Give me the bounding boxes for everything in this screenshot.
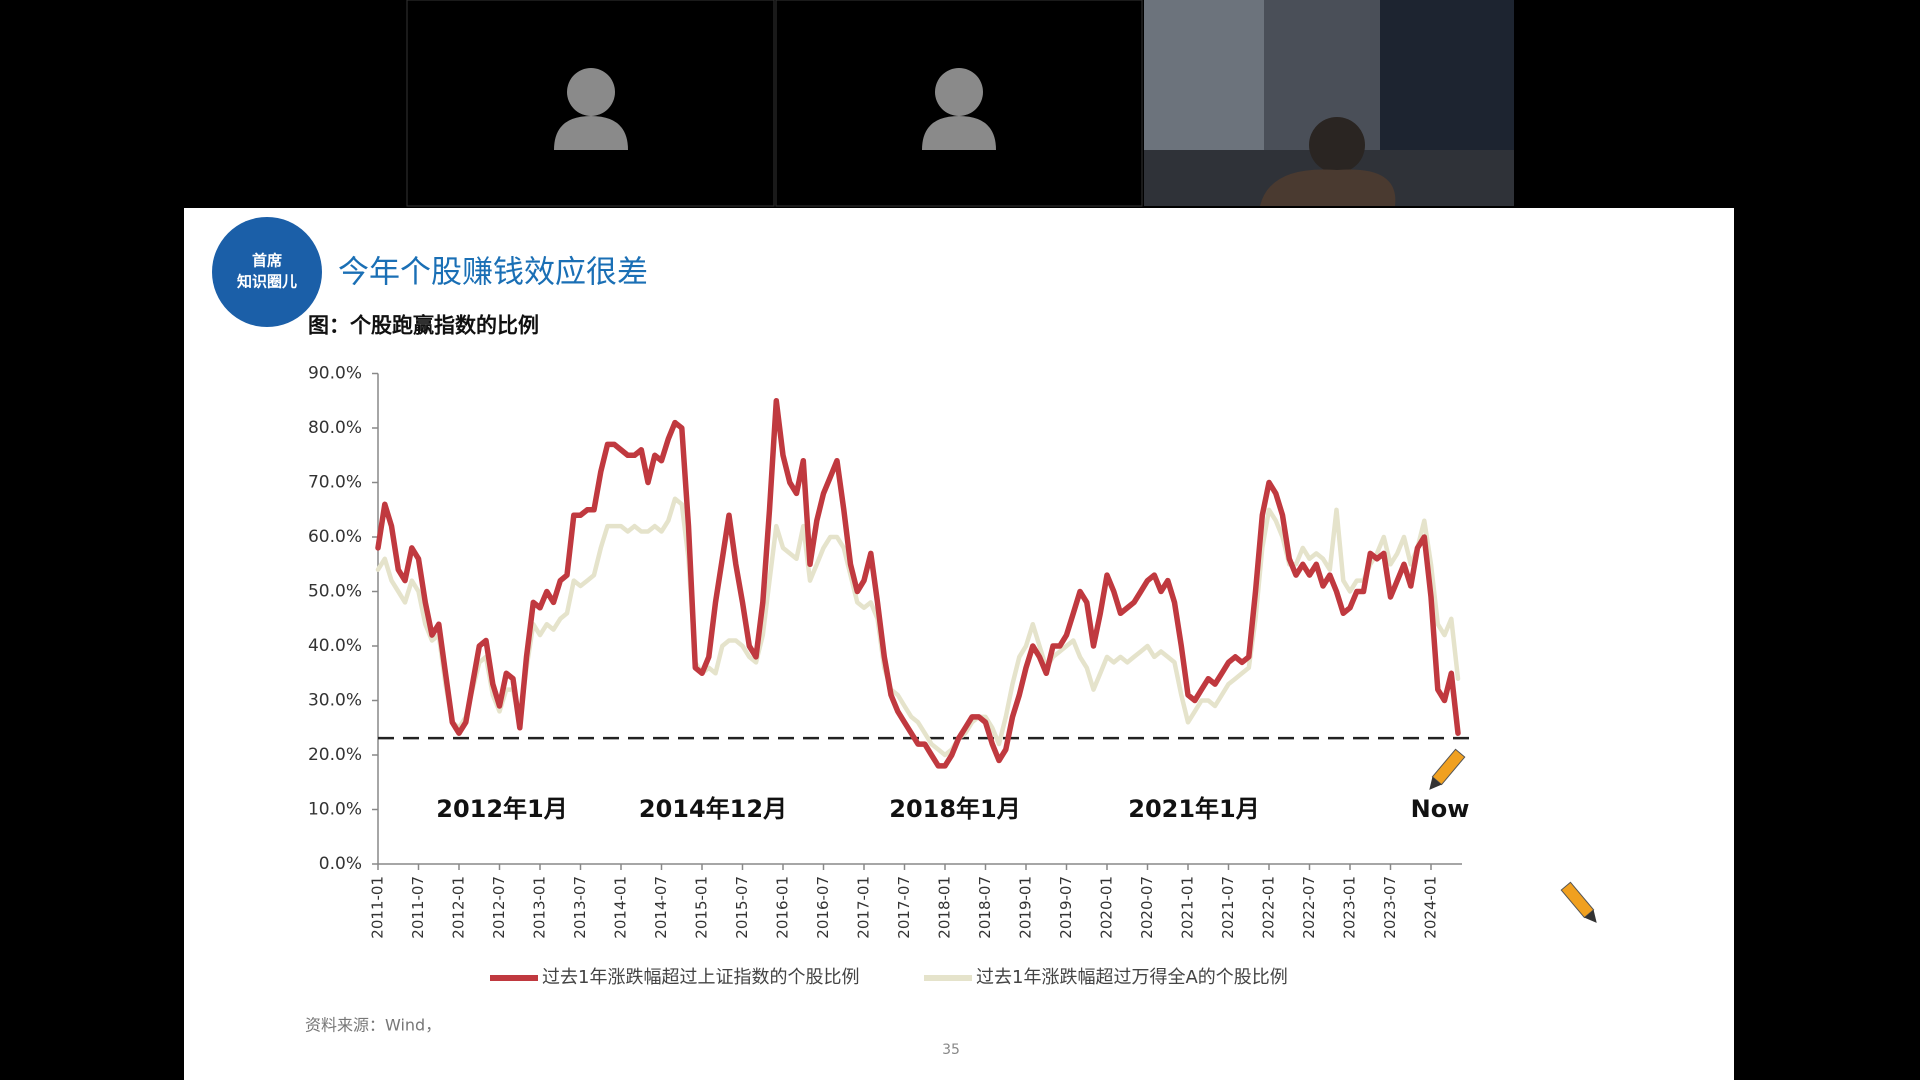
x-tick-label: 2023-07 — [1381, 876, 1399, 939]
participant-tile — [775, 0, 1143, 207]
x-tick-label: 2013-07 — [571, 876, 589, 939]
x-tick-label: 2021-07 — [1219, 876, 1237, 939]
y-tick-label: 10.0% — [308, 800, 362, 820]
x-tick-label: 2019-07 — [1057, 876, 1075, 939]
x-tick-label: 2020-01 — [1098, 876, 1116, 939]
x-tick-label: 2016-07 — [814, 876, 832, 939]
annotation: 2014年12月 — [639, 795, 787, 823]
x-tick-label: 2013-01 — [531, 876, 549, 939]
x-tick-label: 2018-07 — [976, 876, 994, 939]
x-tick-label: 2011-01 — [369, 876, 387, 939]
legend-label: 过去1年涨跌幅超过万得全A的个股比例 — [976, 967, 1288, 988]
annotation: 2012年1月 — [436, 795, 568, 823]
chart: 0.0% 10.0% 20.0% 30.0% 40.0% 50.0% 60.0% 70.0% 8… — [308, 364, 1470, 988]
x-tick-label: 2015-07 — [733, 876, 751, 939]
avatar-body — [554, 116, 628, 150]
participant-video — [1144, 0, 1514, 206]
x-tick-label: 2019-01 — [1017, 876, 1035, 939]
y-tick-label: 60.0% — [308, 527, 362, 547]
video-person-body — [1260, 169, 1396, 206]
avatar-head — [935, 68, 983, 116]
pencil-icon — [1429, 748, 1466, 790]
y-tick-label: 70.0% — [308, 473, 362, 493]
x-tick-label: 2012-01 — [450, 876, 468, 939]
x-tick-label: 2017-07 — [895, 876, 913, 939]
y-tick-label: 0.0% — [319, 854, 362, 874]
x-tick-label: 2014-01 — [612, 876, 630, 939]
slide — [184, 208, 1734, 1080]
x-tick-label: 2014-07 — [652, 876, 670, 939]
x-tick-label: 2012-07 — [490, 876, 508, 939]
annotation: 2018年1月 — [889, 795, 1021, 823]
page-number: 35 — [942, 1042, 960, 1058]
annotation: 2021年1月 — [1128, 795, 1260, 823]
y-tick-label: 90.0% — [308, 364, 362, 384]
logo-text: 知识圈儿 — [237, 273, 297, 291]
x-tick-label: 2022-01 — [1260, 876, 1278, 939]
x-tick-label: 2016-01 — [774, 876, 792, 939]
x-tick-label: 2024-01 — [1422, 876, 1440, 939]
x-tick-label: 2017-01 — [855, 876, 873, 939]
x-tick-label: 2023-01 — [1341, 876, 1359, 939]
chart-title: 图：个股跑赢指数的比例 — [308, 313, 539, 338]
legend-label: 过去1年涨跌幅超过上证指数的个股比例 — [542, 967, 859, 988]
y-tick-label: 50.0% — [308, 582, 362, 602]
x-tick-label: 2015-01 — [693, 876, 711, 939]
x-tick-label: 2011-07 — [409, 876, 427, 939]
slide-title: 今年个股赚钱效应很差 — [338, 255, 648, 291]
logo-text: 首席 — [252, 252, 282, 270]
avatar-body — [922, 116, 996, 150]
source-note: 资料来源：Wind， — [305, 1016, 441, 1035]
x-tick-label: 2022-07 — [1300, 876, 1318, 939]
y-tick-label: 40.0% — [308, 636, 362, 656]
y-tick-label: 80.0% — [308, 418, 362, 438]
x-tick-label: 2018-01 — [936, 876, 954, 939]
y-tick-label: 30.0% — [308, 691, 362, 711]
annotation: Now — [1411, 795, 1470, 823]
y-tick-label: 20.0% — [308, 745, 362, 765]
avatar-head — [567, 68, 615, 116]
video-person-head — [1309, 117, 1365, 173]
series-line — [375, 496, 1461, 758]
participant-tile — [406, 0, 775, 207]
series-line — [375, 398, 1461, 769]
logo — [212, 217, 322, 327]
x-tick-label: 2020-07 — [1138, 876, 1156, 939]
x-tick-label: 2021-01 — [1179, 876, 1197, 939]
pencil-icon — [1560, 881, 1597, 923]
video-window — [1380, 0, 1514, 150]
